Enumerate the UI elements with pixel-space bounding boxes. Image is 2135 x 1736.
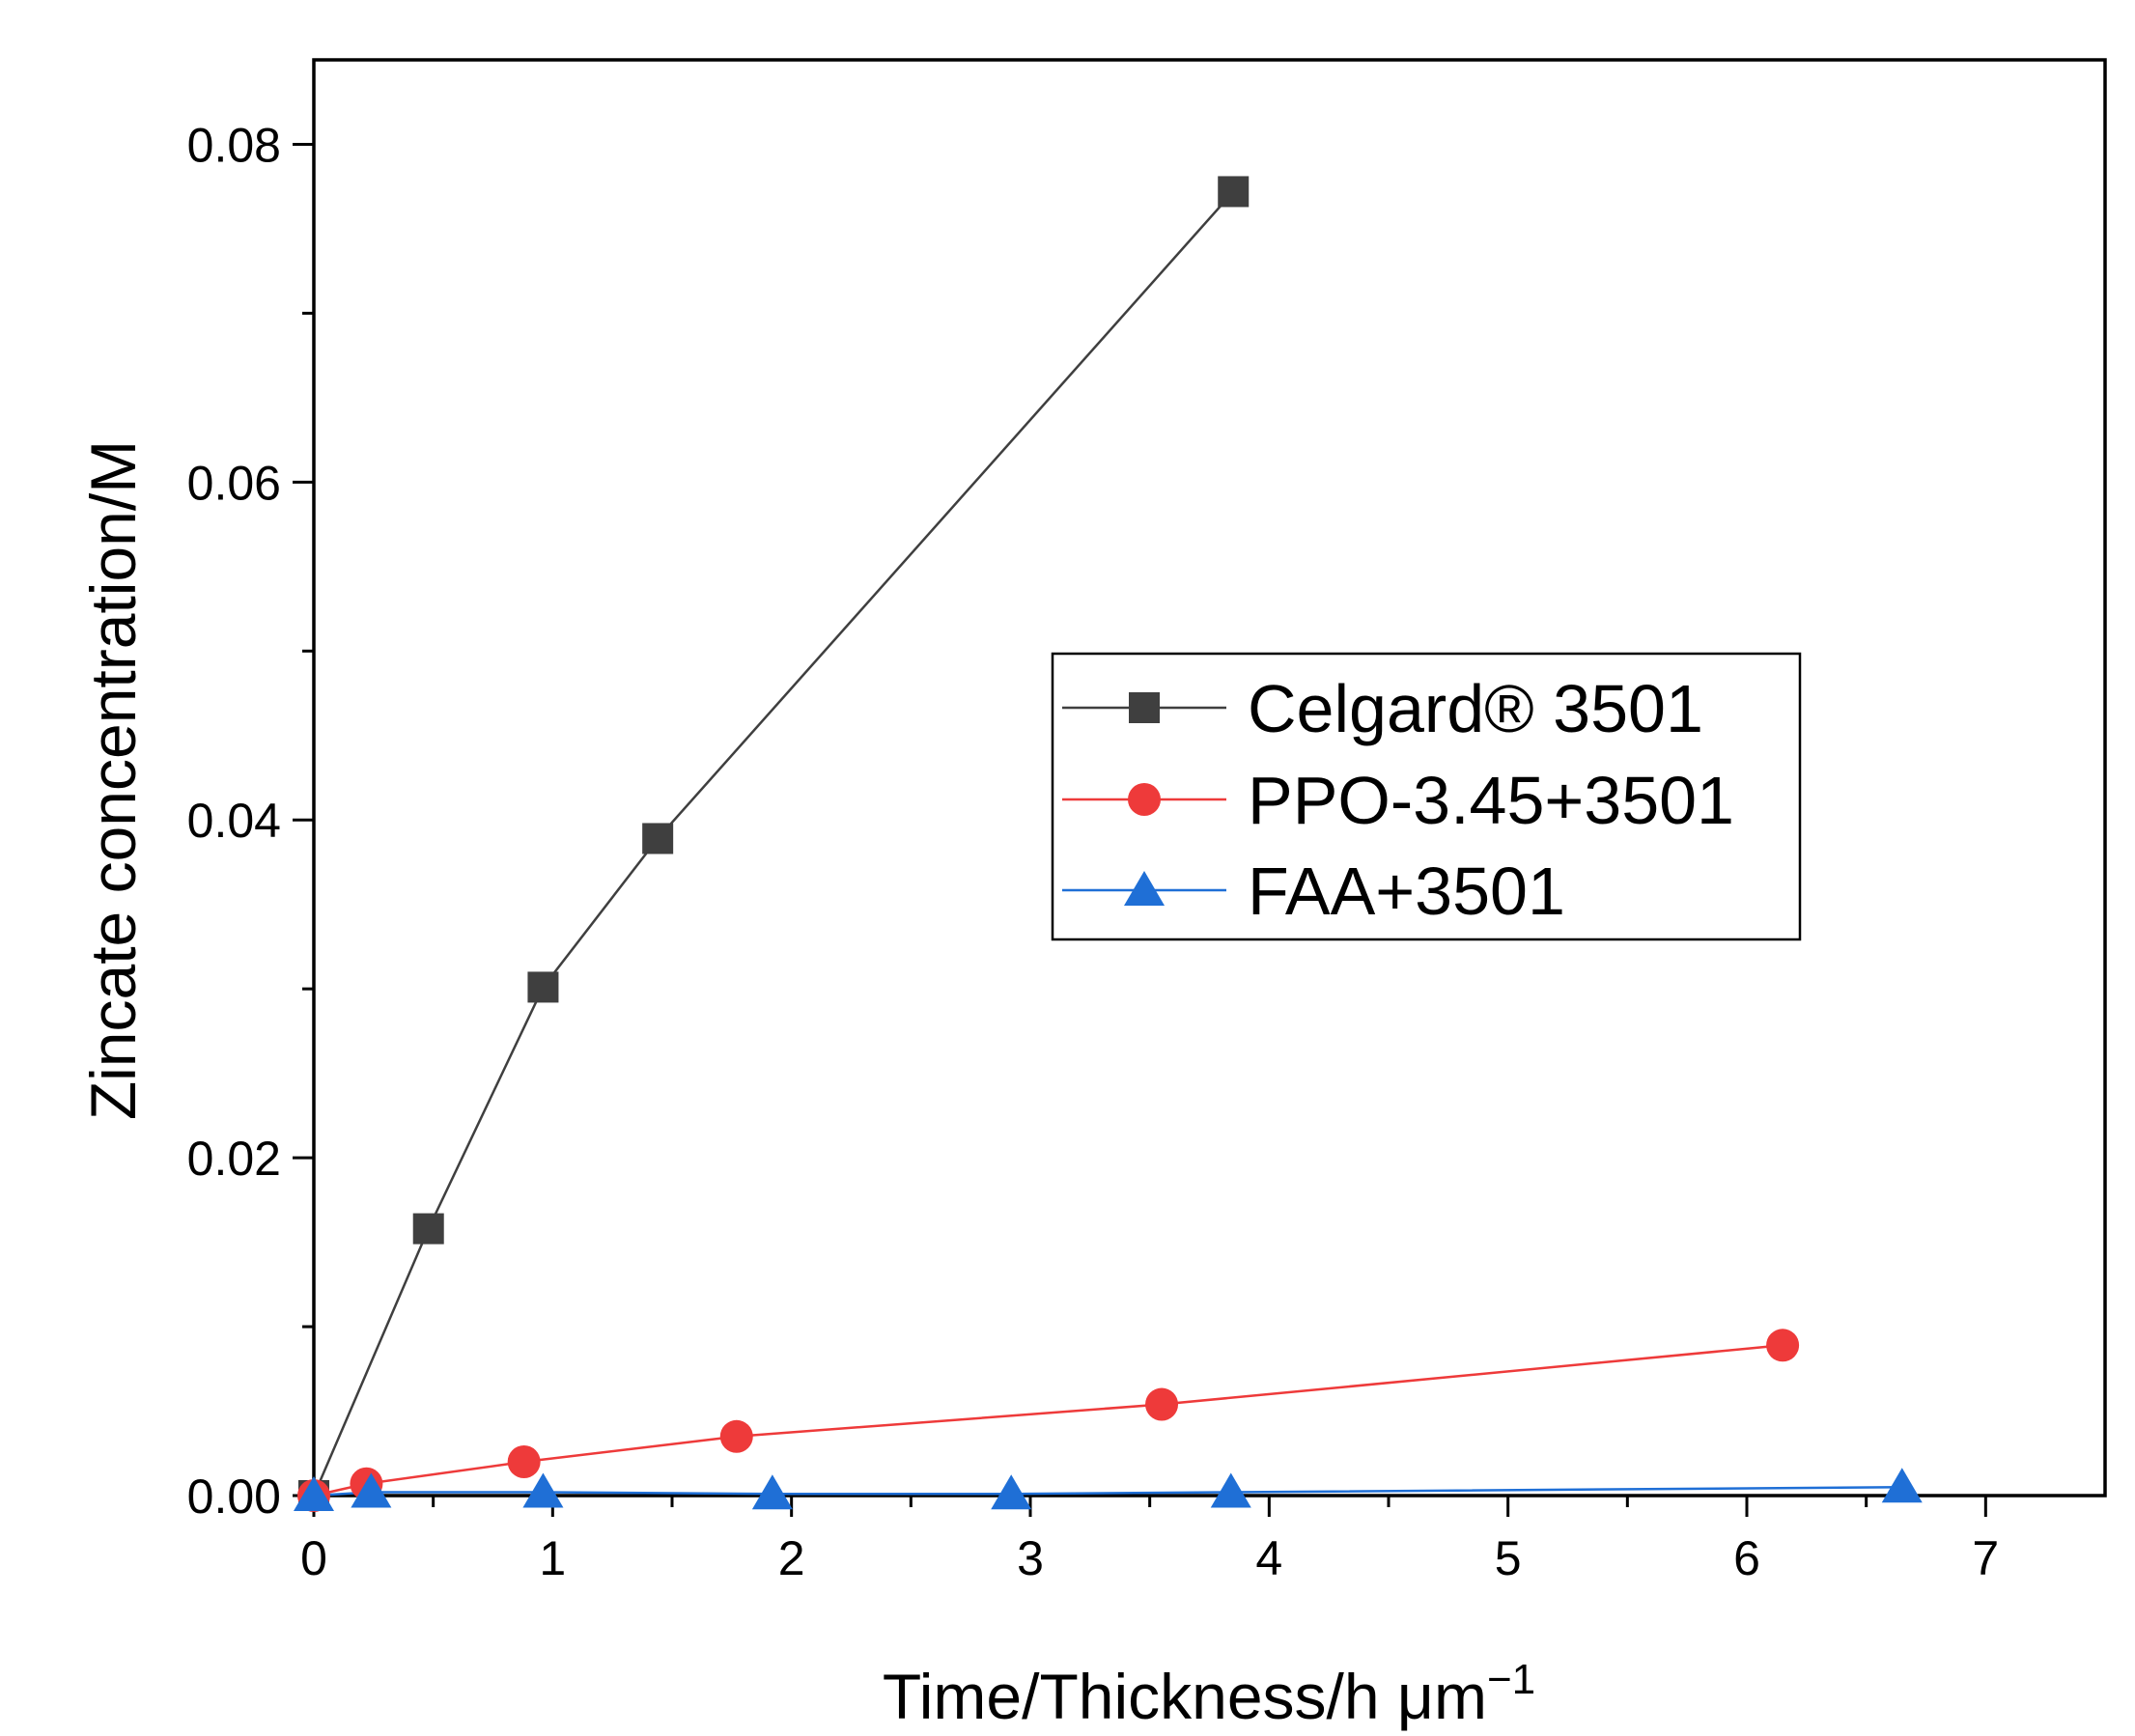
legend-marker-0 [1129, 692, 1160, 723]
data-point-series-0 [527, 971, 559, 1003]
data-point-series-2 [351, 1472, 392, 1508]
x-tick-label: 1 [539, 1531, 566, 1585]
legend-marker-2 [1124, 871, 1165, 906]
y-tick-label: 0.04 [187, 794, 281, 848]
x-axis-ticks: 0 1 2 3 4 5 6 7 [300, 1496, 1999, 1585]
y-tick-label: 0.00 [187, 1470, 281, 1524]
y-tick-label: 0.08 [187, 118, 281, 172]
data-point-series-1 [1766, 1329, 1800, 1362]
y-tick-label: 0.02 [187, 1132, 281, 1186]
series-points [294, 176, 1923, 1512]
x-tick-label: 6 [1733, 1531, 1760, 1585]
data-point-series-0 [642, 823, 674, 854]
x-axis-title-text: Time/Thickness/h μm [883, 1661, 1487, 1732]
data-point-series-1 [507, 1445, 541, 1479]
x-tick-label: 5 [1495, 1531, 1522, 1585]
data-point-series-2 [751, 1474, 793, 1510]
data-point-series-1 [719, 1419, 753, 1453]
data-point-series-0 [1218, 176, 1250, 208]
data-point-series-2 [991, 1474, 1032, 1510]
data-point-series-2 [1881, 1468, 1923, 1503]
x-tick-label: 2 [778, 1531, 805, 1585]
y-tick-label: 0.06 [187, 456, 281, 510]
data-point-series-1 [1145, 1387, 1179, 1421]
x-tick-label: 7 [1972, 1531, 1999, 1585]
legend-box [1051, 652, 1802, 941]
data-point-series-2 [1210, 1472, 1251, 1508]
x-tick-label: 0 [300, 1531, 327, 1585]
legend: Celgard® 3501 PPO-3.45+3501 FAA+3501 [1051, 652, 1802, 941]
plot-area [312, 58, 2107, 1498]
y-axis-ticks: 0.00 0.02 0.04 0.06 0.08 [187, 118, 314, 1524]
data-point-series-2 [294, 1476, 334, 1511]
x-axis-title-superscript: −1 [1487, 1656, 1535, 1703]
legend-label-0: Celgard® 3501 [1248, 671, 1703, 746]
x-tick-label: 4 [1255, 1531, 1282, 1585]
legend-label-1: PPO-3.45+3501 [1248, 763, 1734, 838]
x-tick-label: 3 [1017, 1531, 1044, 1585]
data-point-series-2 [522, 1472, 564, 1508]
data-point-series-0 [412, 1213, 444, 1245]
legend-label-2: FAA+3501 [1248, 854, 1565, 929]
y-axis-title: Zincate concentration/M [77, 440, 149, 1120]
legend-marker-1 [1128, 783, 1161, 816]
x-axis-title: Time/Thickness/h μm−1 [883, 1656, 1535, 1732]
